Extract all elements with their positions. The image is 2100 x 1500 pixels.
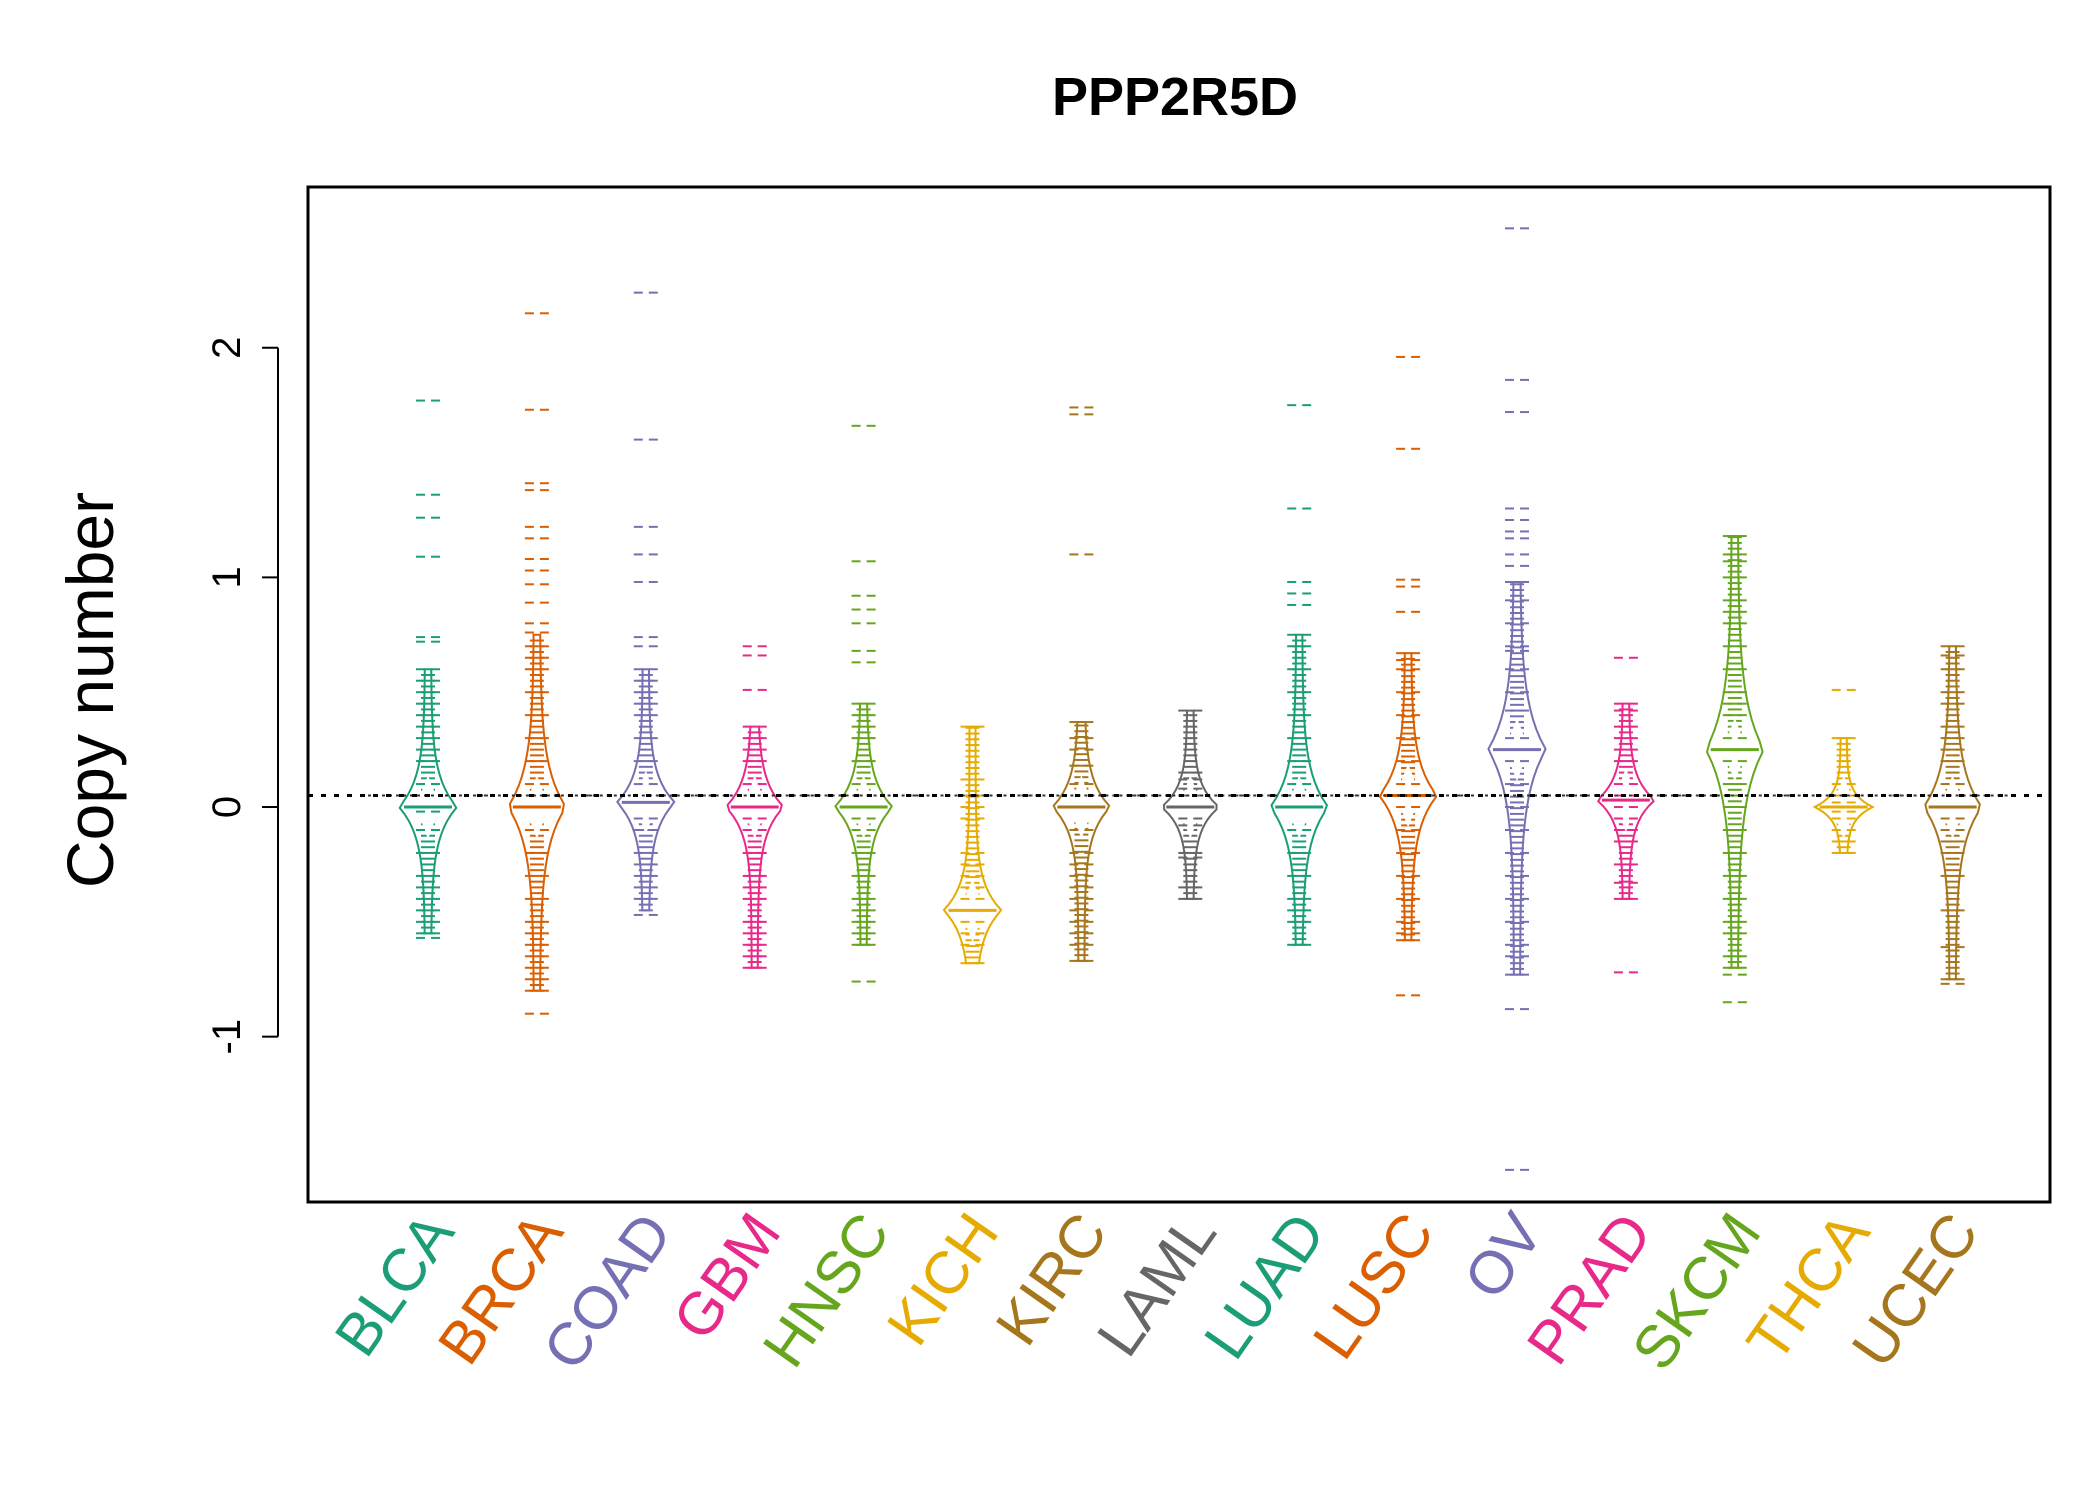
y-tick-label: -1 (205, 1019, 249, 1055)
bean-density-outline (1052, 721, 1111, 962)
x-tick-label-lusc: LUSC (1300, 1201, 1447, 1371)
bean-lusc (1348, 355, 1469, 997)
y-axis: -1 0 1 2 (205, 337, 279, 1055)
bean-thca (1783, 688, 1904, 854)
x-tick-label-luad: LUAD (1191, 1201, 1338, 1371)
x-tick-label-kich: KICH (874, 1201, 1011, 1357)
x-tick-label-ov: OV (1451, 1201, 1556, 1310)
y-tick-label: 1 (205, 566, 249, 588)
y-tick-label: 2 (205, 337, 249, 359)
bean-ucec (1892, 645, 2013, 985)
bean-density-outline (508, 633, 565, 992)
bean-gbm (694, 645, 815, 969)
chart-title: PPP2R5D (1052, 67, 1298, 127)
bean-coad (585, 291, 706, 916)
bean-hnsc (803, 424, 924, 983)
beans-layer (368, 227, 2013, 1171)
bean-brca (476, 312, 597, 1015)
bean-laml (1130, 709, 1251, 900)
y-tick-label: 0 (205, 796, 249, 818)
bean-kirc (1021, 406, 1142, 962)
y-axis-label: Copy number (53, 492, 127, 888)
bean-blca (368, 399, 488, 939)
bean-luad (1239, 404, 1360, 946)
bean-kich (912, 725, 1033, 965)
plot-frame (306, 185, 2052, 1204)
bean-prad (1565, 656, 1686, 974)
bean-ov (1457, 227, 1577, 1171)
bean-skcm (1674, 535, 1795, 1004)
